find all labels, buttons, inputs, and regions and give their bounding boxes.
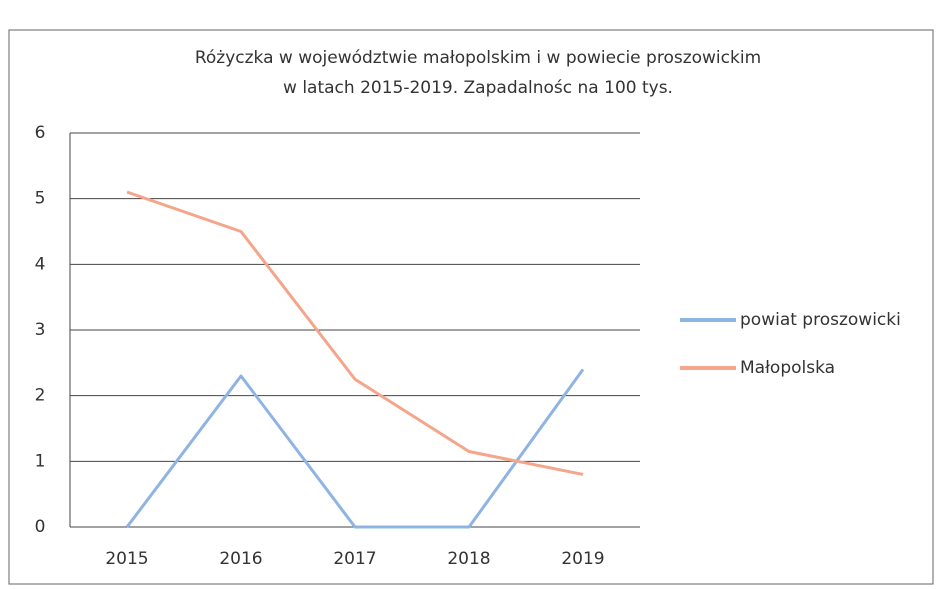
y-tick-label: 2 (35, 386, 46, 406)
x-tick-label: 2018 (447, 549, 490, 569)
legend-label: powiat proszowicki (740, 310, 901, 330)
chart-frame (8, 29, 934, 585)
y-tick-label: 4 (35, 254, 46, 274)
y-tick-label: 3 (35, 320, 46, 340)
chart-title: w latach 2015-2019. Zapadalnośc na 100 t… (283, 78, 673, 98)
y-tick-label: 0 (35, 517, 46, 537)
series-line (125, 368, 585, 529)
x-tick-label: 2016 (219, 549, 262, 569)
y-tick-label: 6 (35, 123, 46, 143)
x-tick-label: 2017 (333, 549, 376, 569)
x-tick-label: 2019 (561, 549, 604, 569)
y-tick-label: 1 (35, 451, 46, 471)
series-line (126, 190, 584, 476)
y-tick-label: 5 (35, 189, 46, 209)
chart-title: Różyczka w województwie małopolskim i w … (195, 48, 761, 68)
x-tick-label: 2015 (105, 549, 148, 569)
legend-label: Małopolska (740, 358, 835, 378)
